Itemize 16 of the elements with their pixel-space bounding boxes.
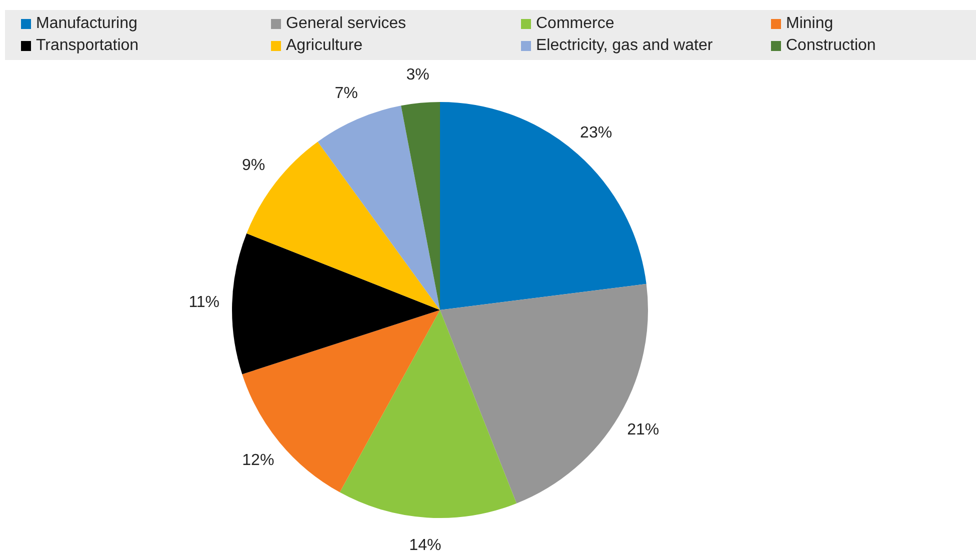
data-label: 11% [188, 294, 220, 311]
data-label: 3% [406, 66, 430, 84]
data-label: 14% [409, 536, 442, 551]
legend-label: Transportation [36, 37, 139, 55]
data-label: 23% [580, 124, 612, 142]
legend-label: Commerce [536, 15, 614, 33]
legend-label: Electricity, gas and water [536, 37, 713, 55]
legend-label: Manufacturing [36, 15, 138, 33]
data-label: 9% [242, 156, 266, 174]
data-label: 12% [242, 452, 274, 469]
legend-label: Agriculture [286, 37, 362, 55]
legend-label: General services [286, 15, 406, 33]
data-label: 21% [627, 422, 660, 439]
data-label: 7% [334, 84, 358, 102]
legend-label: Mining [786, 15, 834, 33]
legend-label: Construction [786, 37, 876, 55]
